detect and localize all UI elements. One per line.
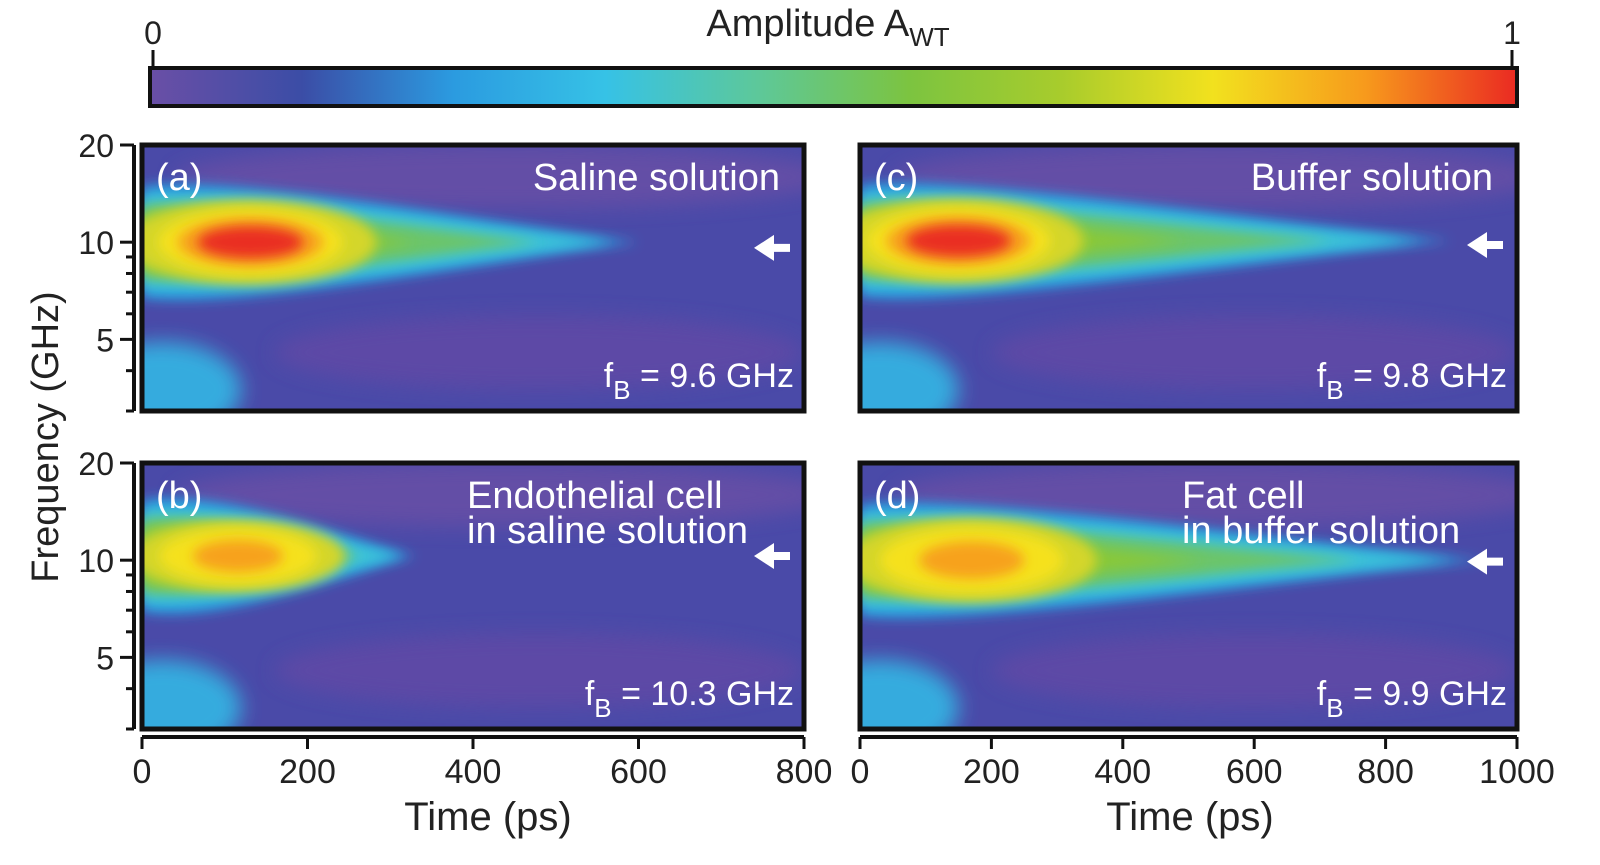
panel-a-title: Saline solution bbox=[533, 157, 780, 199]
panel-b-peak-layer-2 bbox=[192, 540, 284, 572]
x-axis-left: 0 200 400 600 800 bbox=[133, 735, 833, 791]
panel-d-fb-arrow-icon bbox=[1467, 548, 1503, 575]
y-tick-label: 5 bbox=[96, 640, 114, 676]
panel-b-low-freq-tail bbox=[142, 659, 242, 729]
x-axis-right: 0 200 400 600 800 1000 bbox=[851, 735, 1555, 791]
panel-c-haze-bottom bbox=[991, 315, 1517, 390]
panel-a-peak-layer-3 bbox=[197, 226, 304, 259]
colorbar-min-label: 0 bbox=[144, 15, 162, 51]
panel-a-haze-bottom bbox=[274, 315, 804, 390]
y-tick-label: 20 bbox=[78, 446, 114, 482]
panel-a-fb-arrow-icon bbox=[754, 234, 790, 261]
panel-b-title-line1: Endothelial cell bbox=[467, 475, 723, 517]
panel-c-low-freq-tail bbox=[860, 341, 959, 411]
panel-d-title-line2: in buffer solution bbox=[1182, 510, 1460, 552]
x-tick-label: 1000 bbox=[1479, 753, 1555, 791]
x-axis-label-right: Time (ps) bbox=[1106, 795, 1273, 839]
y-tick-label: 20 bbox=[78, 128, 114, 164]
panel-d-fb-label: fB = 9.9 GHz bbox=[1317, 675, 1507, 723]
x-tick-label: 0 bbox=[133, 753, 152, 791]
y-axis-label: Frequency (GHz) bbox=[25, 291, 67, 582]
panel-a-fb-label: fB = 9.6 GHz bbox=[604, 357, 794, 405]
x-tick-label: 200 bbox=[279, 753, 336, 791]
y-axis-bottom: 20 10 5 bbox=[78, 446, 136, 731]
panel-b-title-line2: in saline solution bbox=[467, 510, 748, 552]
panel-d-colormap bbox=[860, 463, 1517, 729]
panel-d-haze-bottom bbox=[991, 633, 1517, 708]
panel-a-haze-top bbox=[175, 145, 804, 209]
panel-c-haze-top bbox=[892, 145, 1517, 209]
panel-a-heatmap: (a) Saline solution fB = 9.6 GHz bbox=[139, 142, 807, 414]
panel-a-frame bbox=[139, 142, 807, 414]
panel-c-fb-label: fB = 9.8 GHz bbox=[1317, 357, 1507, 405]
panel-a-colormap bbox=[142, 145, 804, 411]
panel-d-frame bbox=[857, 460, 1520, 732]
panel-c-peak-layer-3 bbox=[905, 224, 1012, 257]
y-tick-label: 5 bbox=[96, 322, 114, 358]
panel-d-letter: (d) bbox=[874, 475, 920, 517]
panel-d-title-line1: Fat cell bbox=[1182, 475, 1304, 517]
panel-b-fb-arrow-icon bbox=[754, 543, 790, 570]
x-tick-label: 800 bbox=[776, 753, 833, 791]
panel-a-letter: (a) bbox=[156, 157, 202, 199]
colorbar-title: Amplitude AWT bbox=[706, 3, 949, 52]
x-tick-label: 200 bbox=[963, 753, 1020, 791]
panel-d-low-freq-tail bbox=[860, 659, 959, 729]
panel-d-peak-layer-2 bbox=[919, 541, 1025, 579]
panel-c-title: Buffer solution bbox=[1251, 157, 1493, 199]
panel-c-colormap bbox=[860, 145, 1517, 411]
panel-b-haze-top bbox=[175, 463, 804, 527]
colorbar-max-label: 1 bbox=[1503, 15, 1521, 51]
y-tick-label: 10 bbox=[78, 225, 114, 261]
panel-b-fb-label: fB = 10.3 GHz bbox=[585, 675, 794, 723]
panel-c-frame bbox=[857, 142, 1520, 414]
y-axis-top: 20 10 5 bbox=[78, 128, 136, 413]
panel-c-fb-arrow-icon bbox=[1467, 232, 1503, 259]
x-axis-label-left: Time (ps) bbox=[404, 795, 571, 839]
panel-b-haze-bottom bbox=[274, 633, 804, 708]
panel-b-colormap bbox=[142, 463, 804, 729]
panel-c-heatmap: (c) Buffer solution fB = 9.8 GHz bbox=[857, 142, 1520, 414]
x-tick-label: 0 bbox=[851, 753, 870, 791]
colorbar: Amplitude AWT 0 1 bbox=[144, 3, 1521, 108]
panel-b-letter: (b) bbox=[156, 475, 202, 517]
x-tick-label: 600 bbox=[1226, 753, 1283, 791]
colorbar-gradient bbox=[148, 66, 1519, 108]
y-tick-label: 10 bbox=[78, 543, 114, 579]
panel-c-letter: (c) bbox=[874, 157, 918, 199]
x-tick-label: 400 bbox=[445, 753, 502, 791]
x-tick-label: 600 bbox=[610, 753, 667, 791]
panel-d-haze-top bbox=[892, 463, 1517, 527]
x-tick-label: 800 bbox=[1357, 753, 1414, 791]
panel-a-low-freq-tail bbox=[142, 341, 242, 411]
panel-b-frame bbox=[139, 460, 807, 732]
x-tick-label: 400 bbox=[1094, 753, 1151, 791]
